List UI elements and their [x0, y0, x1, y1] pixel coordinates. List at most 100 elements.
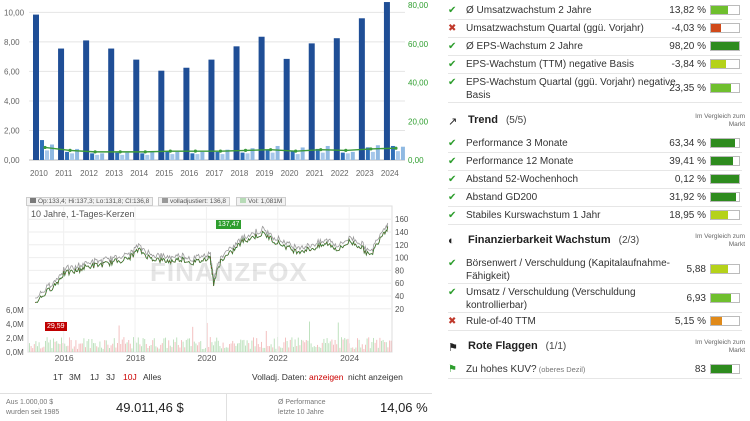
- volume-bar: [368, 337, 370, 352]
- low-price-tag: 29,59: [45, 322, 67, 331]
- check-icon: ✔: [448, 174, 457, 185]
- volume-bar: [206, 322, 208, 352]
- trend-row: ✔ Abstand 52-Wochenhoch 0,12 %: [440, 171, 750, 189]
- bar-secondary: [320, 152, 325, 160]
- bar-primary: [333, 38, 340, 160]
- volume-bar: [382, 339, 384, 352]
- bar-secondary: [170, 154, 175, 160]
- investment-label: Aus 1.000,00 $ wurden seit 1985: [6, 399, 60, 416]
- volume-bar: [280, 347, 282, 352]
- bar-primary: [208, 59, 215, 160]
- trend-value: 18,95 %: [669, 210, 706, 221]
- x-tick-label: 2015: [155, 169, 173, 178]
- financing-value: 5,15 %: [674, 316, 706, 327]
- volume-bar: [97, 347, 99, 352]
- x-tick-label: 2010: [30, 169, 48, 178]
- volume-bar: [275, 348, 277, 352]
- volume-bar: [243, 339, 245, 352]
- growth-point: [193, 149, 197, 153]
- x-tick-label: 2013: [105, 169, 123, 178]
- bar-secondary: [220, 154, 225, 160]
- volume-bar: [128, 339, 130, 352]
- trend-label: Performance 12 Monate: [466, 156, 574, 167]
- volume-bar: [352, 347, 354, 352]
- volume-bar: [152, 340, 154, 352]
- volume-bar: [54, 341, 56, 352]
- growth-point: [243, 148, 248, 153]
- range-3m-button[interactable]: 3M: [69, 372, 81, 382]
- volume-bar: [129, 343, 131, 352]
- range-10j-button[interactable]: 10J: [123, 372, 137, 382]
- volume-bar: [144, 339, 146, 352]
- volume-bar: [157, 347, 158, 352]
- volume-bar: [113, 338, 115, 352]
- adjusted-hide-link[interactable]: nicht anzeigen: [348, 372, 403, 382]
- volume-bar: [342, 339, 344, 352]
- volume-bar: [163, 338, 165, 352]
- range-1j-button[interactable]: 1J: [90, 372, 99, 382]
- volume-bar: [245, 345, 246, 352]
- volume-bar: [126, 342, 128, 352]
- x-tick-label: 2023: [356, 169, 374, 178]
- volume-bar: [237, 343, 238, 352]
- volume-bar: [70, 340, 72, 352]
- volume-bar: [333, 344, 334, 352]
- trend-meter: [710, 210, 740, 220]
- bar-secondary: [75, 148, 80, 160]
- volume-bar: [267, 346, 269, 352]
- volume-bar: [198, 342, 200, 352]
- bar-secondary: [370, 151, 375, 160]
- volume-bar: [203, 348, 205, 352]
- bar-secondary: [395, 151, 400, 160]
- trend-value: 0,12 %: [674, 174, 706, 185]
- volume-bar: [158, 348, 160, 352]
- bar-secondary: [40, 140, 44, 160]
- y2-tick-label: 40,00: [408, 79, 429, 88]
- range-alles-button[interactable]: Alles: [143, 372, 162, 382]
- volume-bar: [259, 346, 261, 352]
- volume-bar: [69, 337, 70, 352]
- volume-bar: [89, 348, 91, 352]
- x-tick-label: 2017: [205, 169, 223, 178]
- volume-bar: [233, 343, 235, 352]
- y-tick-label: 0,00: [4, 156, 20, 165]
- volume-bar: [326, 338, 328, 352]
- volume-bar: [385, 342, 387, 352]
- volume-bar: [240, 339, 242, 352]
- volume-bar: [139, 344, 141, 352]
- volume-bar: [49, 339, 51, 352]
- y2-tick-label: 0,00: [408, 156, 424, 165]
- trend-value: 63,34 %: [669, 138, 706, 149]
- growth-row: ✖ Umsatzwachstum Quartal (ggü. Vorjahr) -4…: [440, 20, 750, 38]
- adjusted-show-link[interactable]: anzeigen: [309, 372, 344, 382]
- range-selector: 1T 3M 1J 3J 10J Alles Volladj. Daten: an…: [0, 370, 432, 386]
- volume-bar: [64, 343, 66, 352]
- volume-bar: [41, 347, 43, 352]
- volume-bar: [73, 346, 75, 352]
- volume-bar: [304, 342, 306, 352]
- plot-area: [27, 205, 393, 353]
- score-panel: ✔ Ø Umsatzwachstum 2 Jahre 13,82 % ✖ Umsatzw…: [440, 0, 750, 421]
- range-3j-button[interactable]: 3J: [106, 372, 115, 382]
- bar-primary: [83, 40, 90, 160]
- x-tick-label: 2024: [381, 169, 399, 178]
- volume-bar: [155, 346, 157, 352]
- check-icon: ✔: [448, 59, 457, 70]
- bar-secondary: [340, 152, 345, 160]
- price-legend-adjusted: volladjustiert: 136,8: [158, 197, 231, 206]
- row-divider: [448, 102, 742, 103]
- volume-bar: [153, 338, 155, 352]
- volume-bar: [262, 347, 264, 352]
- bar-secondary: [345, 153, 350, 160]
- growth-value: -3,84 %: [671, 59, 706, 70]
- volume-bar: [184, 347, 186, 352]
- volume-bar: [96, 346, 98, 352]
- price-legend-volume: Vol: 1,081M: [236, 197, 287, 206]
- range-1t-button[interactable]: 1T: [53, 372, 63, 382]
- check-icon: ✔: [448, 210, 457, 221]
- volume-bar: [53, 338, 54, 352]
- volume-bar: [361, 344, 363, 352]
- volume-bar: [241, 340, 243, 352]
- volume-bar: [358, 339, 360, 352]
- volume-bar: [136, 342, 138, 352]
